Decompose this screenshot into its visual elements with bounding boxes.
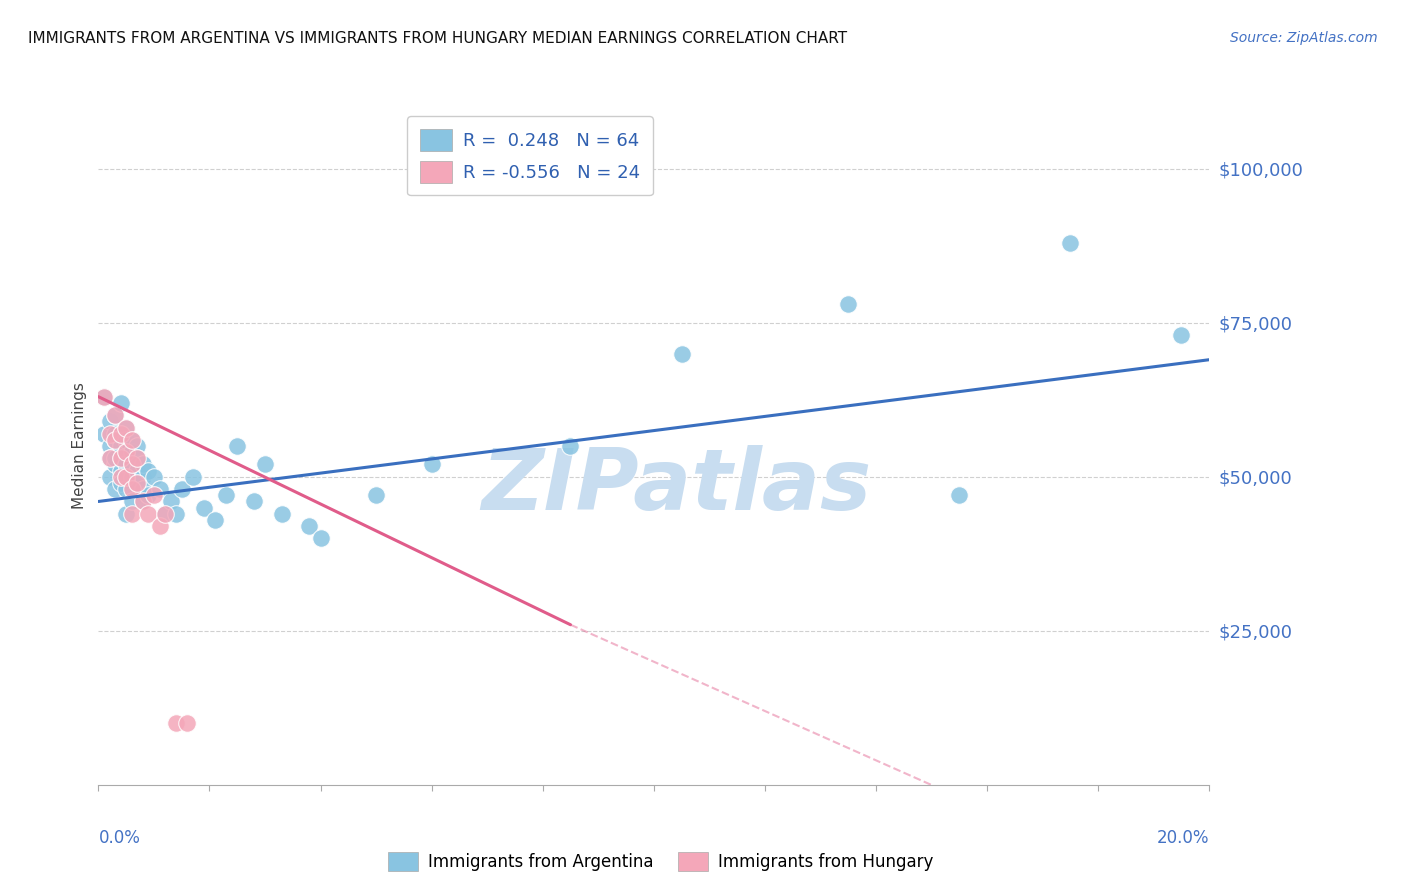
Text: ZIPatlas: ZIPatlas bbox=[481, 445, 872, 528]
Point bbox=[127, 451, 149, 466]
Point bbox=[98, 451, 121, 466]
Point bbox=[115, 445, 138, 459]
Point bbox=[132, 470, 155, 484]
Point bbox=[138, 507, 160, 521]
Point bbox=[121, 458, 143, 472]
Point bbox=[121, 482, 143, 496]
Point bbox=[110, 451, 132, 466]
Point bbox=[148, 482, 170, 496]
Point bbox=[127, 475, 149, 490]
Point bbox=[153, 507, 176, 521]
Point bbox=[165, 507, 187, 521]
Point bbox=[115, 420, 138, 434]
Point bbox=[560, 439, 582, 453]
Point bbox=[193, 500, 215, 515]
Point bbox=[121, 507, 143, 521]
Text: Source: ZipAtlas.com: Source: ZipAtlas.com bbox=[1230, 31, 1378, 45]
Point bbox=[110, 426, 132, 441]
Text: 20.0%: 20.0% bbox=[1157, 829, 1209, 847]
Point bbox=[948, 488, 970, 502]
Point bbox=[143, 470, 166, 484]
Point bbox=[104, 482, 127, 496]
Legend: R =  0.248   N = 64, R = -0.556   N = 24: R = 0.248 N = 64, R = -0.556 N = 24 bbox=[408, 116, 652, 195]
Point bbox=[243, 494, 266, 508]
Point bbox=[253, 458, 276, 472]
Point bbox=[110, 470, 132, 484]
Point bbox=[127, 451, 149, 466]
Point bbox=[98, 451, 121, 466]
Point bbox=[138, 488, 160, 502]
Point bbox=[138, 464, 160, 478]
Point bbox=[104, 433, 127, 447]
Point bbox=[165, 716, 187, 731]
Point bbox=[420, 458, 443, 472]
Point bbox=[366, 488, 388, 502]
Point bbox=[115, 445, 138, 459]
Point bbox=[115, 458, 138, 472]
Point bbox=[837, 297, 859, 311]
Point bbox=[93, 390, 115, 404]
Point bbox=[93, 426, 115, 441]
Point bbox=[115, 507, 138, 521]
Point bbox=[127, 464, 149, 478]
Text: IMMIGRANTS FROM ARGENTINA VS IMMIGRANTS FROM HUNGARY MEDIAN EARNINGS CORRELATION: IMMIGRANTS FROM ARGENTINA VS IMMIGRANTS … bbox=[28, 31, 848, 46]
Point bbox=[104, 451, 127, 466]
Point bbox=[121, 458, 143, 472]
Point bbox=[121, 433, 143, 447]
Point bbox=[181, 470, 204, 484]
Point bbox=[104, 433, 127, 447]
Point bbox=[148, 519, 170, 533]
Point bbox=[159, 494, 181, 508]
Point bbox=[110, 426, 132, 441]
Point bbox=[110, 451, 132, 466]
Point bbox=[671, 346, 693, 360]
Point bbox=[104, 458, 127, 472]
Point bbox=[110, 464, 132, 478]
Point bbox=[309, 532, 332, 546]
Point bbox=[132, 494, 155, 508]
Point bbox=[143, 488, 166, 502]
Point bbox=[298, 519, 321, 533]
Legend: Immigrants from Argentina, Immigrants from Hungary: Immigrants from Argentina, Immigrants fr… bbox=[380, 843, 942, 880]
Point bbox=[98, 470, 121, 484]
Point bbox=[104, 408, 127, 422]
Text: 0.0%: 0.0% bbox=[98, 829, 141, 847]
Point bbox=[115, 470, 138, 484]
Point bbox=[93, 390, 115, 404]
Point bbox=[204, 513, 226, 527]
Point bbox=[127, 439, 149, 453]
Point bbox=[110, 396, 132, 410]
Point bbox=[104, 408, 127, 422]
Point bbox=[121, 433, 143, 447]
Point bbox=[132, 458, 155, 472]
Y-axis label: Median Earnings: Median Earnings bbox=[72, 383, 87, 509]
Point bbox=[115, 482, 138, 496]
Point bbox=[176, 716, 198, 731]
Point bbox=[115, 433, 138, 447]
Point bbox=[270, 507, 292, 521]
Point bbox=[153, 507, 176, 521]
Point bbox=[121, 470, 143, 484]
Point bbox=[115, 420, 138, 434]
Point bbox=[110, 439, 132, 453]
Point bbox=[98, 439, 121, 453]
Point bbox=[115, 470, 138, 484]
Point bbox=[127, 475, 149, 490]
Point bbox=[98, 414, 121, 428]
Point bbox=[98, 426, 121, 441]
Point bbox=[121, 494, 143, 508]
Point bbox=[170, 482, 193, 496]
Point bbox=[132, 482, 155, 496]
Point bbox=[1170, 328, 1192, 343]
Point bbox=[104, 426, 127, 441]
Point bbox=[110, 475, 132, 490]
Point bbox=[215, 488, 238, 502]
Point bbox=[226, 439, 249, 453]
Point bbox=[121, 445, 143, 459]
Point bbox=[132, 494, 155, 508]
Point bbox=[1059, 235, 1081, 250]
